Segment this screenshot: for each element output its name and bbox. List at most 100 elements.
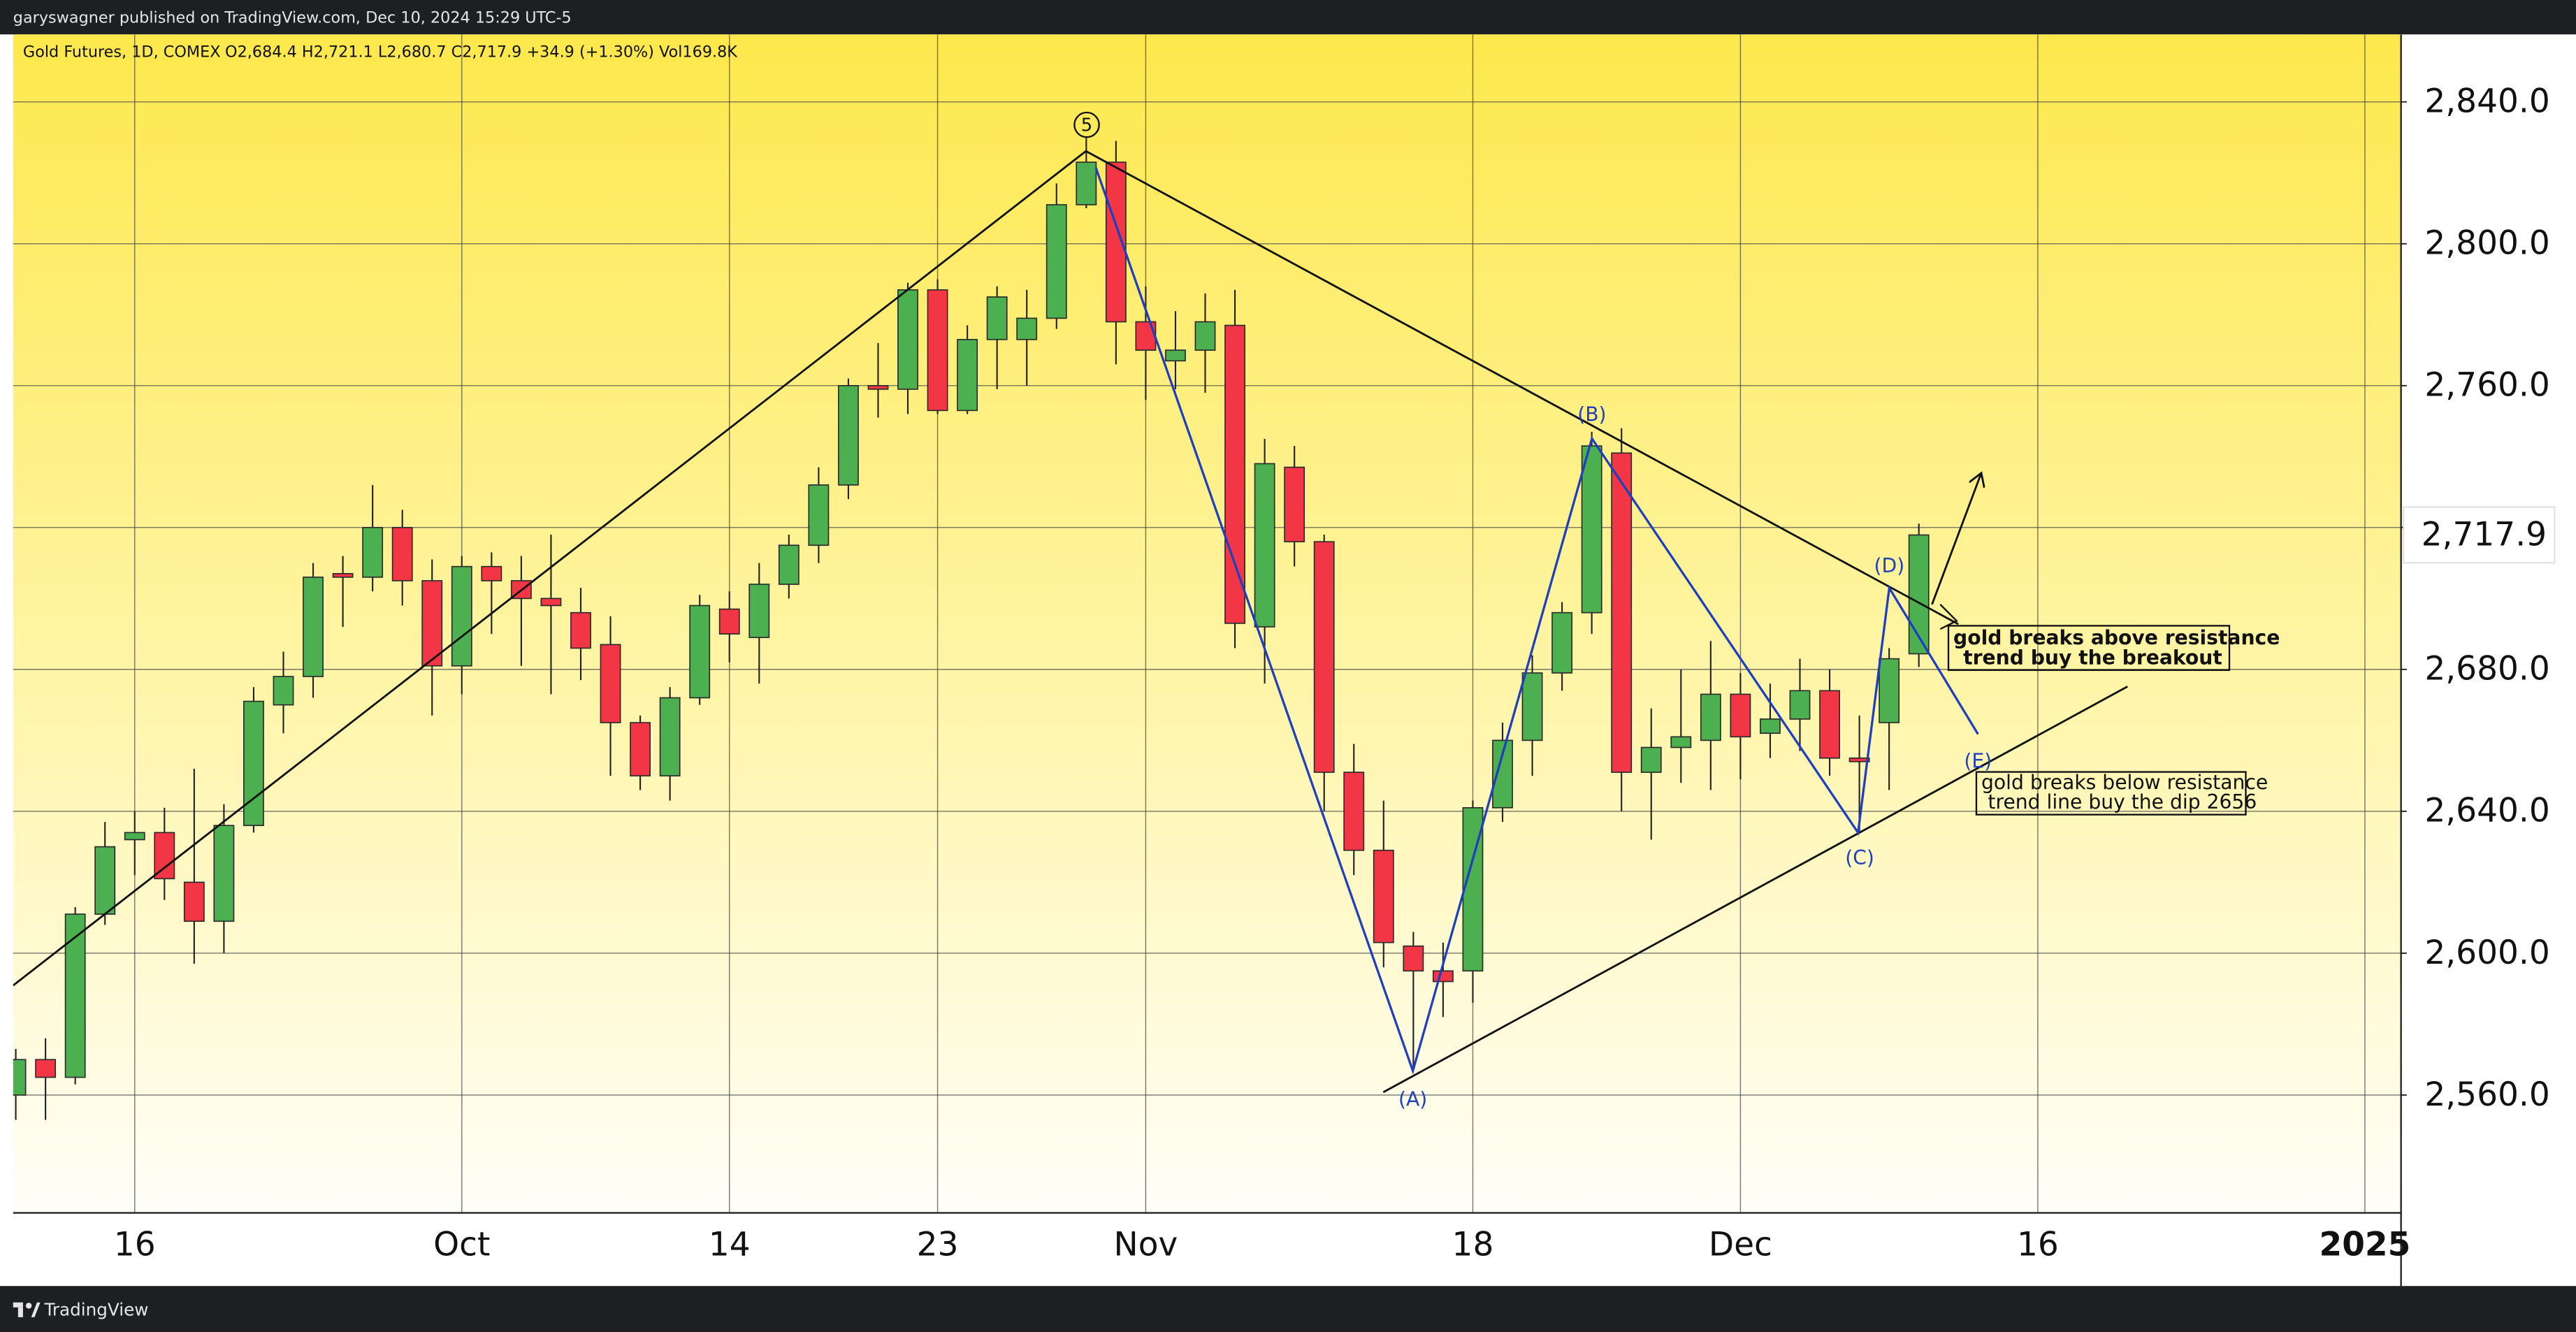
candle-body xyxy=(332,573,354,578)
candle-body xyxy=(154,832,175,880)
note-text: trend buy the breakout xyxy=(1963,646,2222,669)
wave-label: (A) xyxy=(1398,1088,1427,1111)
candle-body xyxy=(718,608,740,635)
candle-body xyxy=(1670,736,1692,748)
header-bar xyxy=(0,0,2576,35)
candle-body xyxy=(213,825,235,922)
candle-body xyxy=(1789,690,1811,720)
wave-label: 5 xyxy=(1081,115,1092,136)
candle-body xyxy=(927,289,948,412)
publisher: garyswagner published on TradingView.com… xyxy=(13,8,572,27)
breakout-arrow xyxy=(1931,473,1982,605)
x-tick-label: 2025 xyxy=(2320,1225,2411,1264)
candle-body xyxy=(273,676,294,706)
tv-logo xyxy=(13,1302,41,1317)
candle-body xyxy=(362,527,384,578)
x-tick-label: Dec xyxy=(1709,1225,1772,1264)
x-tick-label: 14 xyxy=(709,1225,751,1264)
candle-body xyxy=(1284,466,1305,542)
note-text: gold breaks below resistance xyxy=(1981,771,2268,794)
candle-body xyxy=(897,289,918,390)
candle-body xyxy=(1373,849,1394,943)
y-tick-label: 2,800.0 xyxy=(2424,224,2549,263)
note-text: gold breaks above resistance xyxy=(1953,626,2280,649)
candle-body xyxy=(421,580,443,667)
wave-circle xyxy=(1073,111,1100,138)
candle-body xyxy=(391,527,413,581)
note-text: trend line buy the dip 2656 xyxy=(1988,790,2257,813)
wave-label: (D) xyxy=(1874,554,1905,577)
candle-body xyxy=(867,385,889,390)
footer-brand: TradingView xyxy=(43,1299,148,1319)
x-tick-label: 18 xyxy=(1452,1225,1494,1264)
last-price-label: 2,717.9 xyxy=(2422,515,2547,553)
footer-bar xyxy=(0,1286,2576,1332)
candle-body xyxy=(1730,693,1751,738)
y-tick-label: 2,600.0 xyxy=(2424,934,2549,972)
candle-body xyxy=(986,296,1008,340)
x-tick-label: 23 xyxy=(917,1225,959,1264)
y-tick-label: 2,560.0 xyxy=(2424,1076,2549,1114)
note-box xyxy=(1975,771,2247,816)
candle-body xyxy=(1045,204,1067,319)
candles xyxy=(13,137,1930,1120)
candle-body xyxy=(1313,541,1335,773)
x-tick-label: 16 xyxy=(114,1225,156,1264)
candle-body xyxy=(540,598,562,607)
candle-body xyxy=(600,644,621,723)
candle-body xyxy=(1640,746,1662,773)
axes: 2,560.02,600.02,640.02,680.02,720.02,760… xyxy=(114,82,2556,1264)
candle-body xyxy=(1848,757,1870,762)
ohlc-legend: O2,684.4 H2,721.1 L2,680.7 C2,717.9 +34.… xyxy=(225,43,738,61)
candle-body xyxy=(1076,161,1097,205)
chart-title: Gold Futures, 1D, COMEX xyxy=(23,43,221,61)
candle-body xyxy=(1819,690,1840,759)
trend-line xyxy=(13,150,1087,987)
wave-path xyxy=(1094,167,1979,1075)
candle-body xyxy=(1343,772,1365,851)
candle-body xyxy=(1700,693,1721,741)
candle-body xyxy=(1254,463,1275,628)
candle-body xyxy=(124,832,145,841)
candle-body xyxy=(64,913,86,1078)
candle-body xyxy=(1403,945,1424,972)
candle-body xyxy=(1551,611,1573,674)
chevron xyxy=(1939,604,1958,630)
x-tick-label: 16 xyxy=(2017,1225,2059,1264)
candle-body xyxy=(630,722,651,776)
candle-body xyxy=(689,605,711,699)
candle-body xyxy=(659,697,681,776)
candle-body xyxy=(183,881,205,922)
y-tick-label: 2,640.0 xyxy=(2424,792,2549,830)
drawings: 5 (A) (B) (C) (D) (E) gold breaks above … xyxy=(13,111,2280,1111)
candle-body xyxy=(1879,658,1900,723)
wave-label: (E) xyxy=(1964,749,1992,772)
candle-body xyxy=(748,584,770,639)
candle-body xyxy=(1581,445,1602,614)
candle-body xyxy=(957,339,978,412)
candle-body xyxy=(1224,324,1245,624)
candle-body xyxy=(570,611,591,649)
last-price-box xyxy=(2403,506,2556,564)
candle-body xyxy=(13,1059,27,1096)
candle-body xyxy=(1760,718,1781,734)
candle-body xyxy=(481,565,502,581)
candle-body xyxy=(243,700,264,827)
y-tick-label: 2,760.0 xyxy=(2424,366,2549,405)
y-tick-label: 2,680.0 xyxy=(2424,650,2549,688)
candle-body xyxy=(808,484,830,546)
candle-body xyxy=(838,385,859,486)
y-tick-label: 2,840.0 xyxy=(2424,82,2549,121)
candle-body xyxy=(778,544,799,585)
candle-body xyxy=(1611,452,1633,773)
x-tick-label: Nov xyxy=(1114,1225,1178,1264)
candle-body xyxy=(1521,672,1543,741)
candle-body xyxy=(94,846,116,915)
plot-area xyxy=(13,34,2401,1212)
candle-body xyxy=(1165,349,1186,362)
candle-body xyxy=(1908,534,1930,655)
candle-body xyxy=(1194,321,1216,351)
candle-body xyxy=(35,1059,57,1078)
